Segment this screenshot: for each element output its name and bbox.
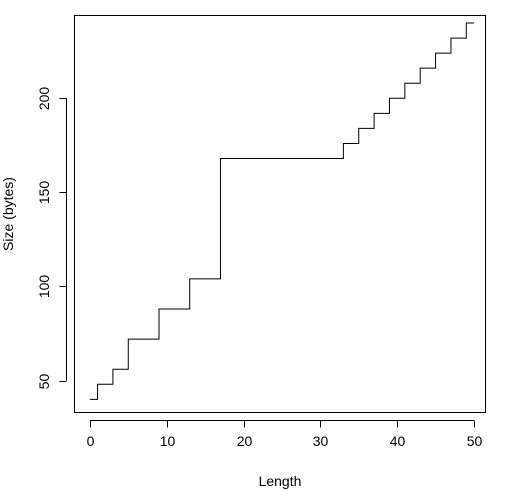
x-tick-label: 50 [467,433,483,449]
x-tick-label: 10 [160,433,176,449]
plot-frame [74,15,486,413]
y-tick-label: 200 [36,87,52,111]
y-tick-label: 150 [36,181,52,205]
y-axis: 50 100 150 200 [36,87,67,390]
y-tick-label: 100 [36,275,52,299]
y-tick-label: 50 [36,374,52,390]
series-step-line [89,22,474,400]
x-tick-label: 40 [390,433,406,449]
x-axis-label: Length [259,473,302,489]
y-axis-label: Size (bytes) [0,177,16,251]
x-tick-label: 20 [237,433,253,449]
x-tick-label: 0 [87,433,95,449]
x-tick-label: 30 [313,433,329,449]
x-axis: 0 10 20 30 40 50 [87,420,483,449]
